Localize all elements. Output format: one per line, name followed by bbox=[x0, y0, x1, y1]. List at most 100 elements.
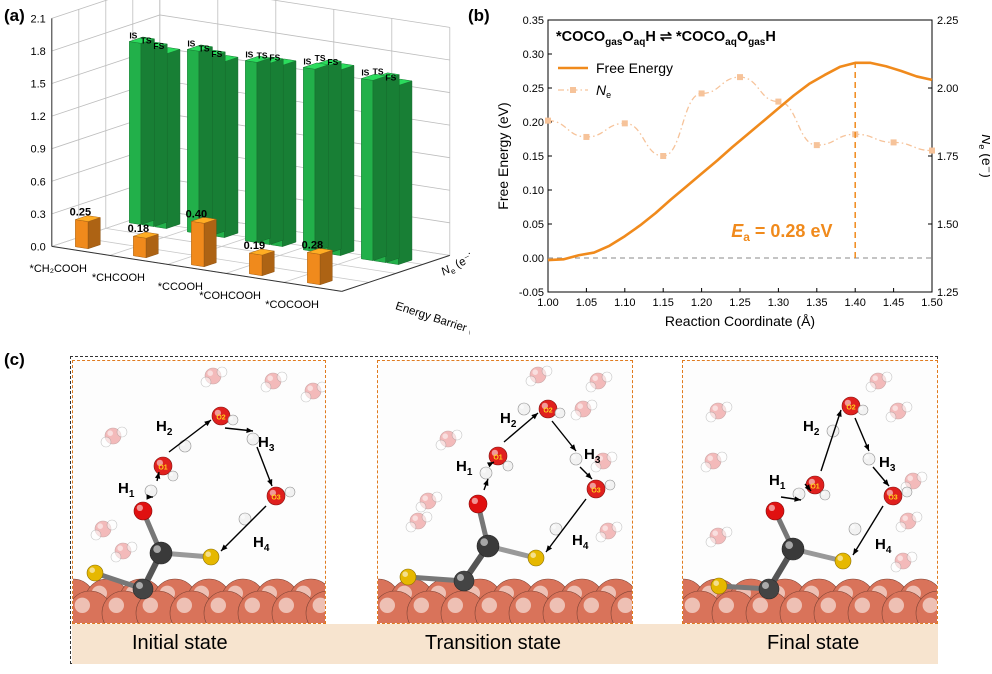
bg-water-hydrogen bbox=[901, 401, 913, 413]
sulfur-atom-highlight bbox=[89, 567, 95, 573]
oxygen-atom-1-highlight bbox=[808, 478, 815, 485]
arrow-head bbox=[585, 472, 592, 479]
copper-atom-highlight bbox=[312, 597, 325, 613]
category-label: *COCOOH bbox=[265, 299, 319, 311]
barrier-bar-top bbox=[75, 215, 101, 222]
bg-water-hydrogen bbox=[525, 375, 537, 387]
bg-water-hydrogen bbox=[721, 401, 733, 413]
ne-bar-top bbox=[303, 62, 329, 70]
y2-tick-label: 2.00 bbox=[937, 83, 958, 95]
ne-bar-side bbox=[153, 43, 168, 227]
hydrogen-atom-highlight bbox=[850, 524, 855, 529]
carbonyl-oxygen-highlight bbox=[471, 497, 478, 504]
y-tick-label: -0.05 bbox=[519, 287, 544, 299]
proton-transfer-arrow bbox=[256, 446, 273, 487]
bg-water-hydrogen-body bbox=[260, 381, 272, 393]
arrow-head bbox=[804, 484, 811, 491]
bg-water-hydrogen-highlight bbox=[278, 373, 282, 377]
bg-water-hydrogen-highlight bbox=[112, 553, 116, 557]
bg-water-hydrogen-highlight bbox=[718, 453, 722, 457]
copper-atom bbox=[508, 590, 554, 623]
barrier-value-label: 0.18 bbox=[128, 223, 149, 235]
oxygen-atom-1-highlight bbox=[491, 449, 498, 456]
carbon-atom-highlight bbox=[785, 541, 793, 549]
hydrogen-label-3: H3 bbox=[879, 454, 896, 474]
sulfur-atom-body bbox=[86, 564, 104, 582]
carbon-atom-body bbox=[476, 534, 500, 558]
copper-atom-highlight bbox=[854, 597, 870, 613]
bg-water-hydrogen bbox=[116, 426, 128, 438]
hydrogen-atom-highlight bbox=[864, 454, 869, 459]
bg-water-hydrogen-highlight bbox=[218, 368, 222, 372]
bg-water-hydrogen-highlight bbox=[202, 378, 206, 382]
bg-water-hydrogen-body bbox=[126, 541, 138, 553]
axis-line bbox=[51, 245, 342, 292]
oxygen-atom-3: O3 bbox=[883, 486, 903, 506]
hydrogen-atom-highlight bbox=[859, 406, 863, 410]
copper-atom bbox=[169, 590, 215, 623]
copper-atom-highlight bbox=[684, 597, 700, 613]
ne-bar-side bbox=[340, 65, 355, 256]
carbonyl-oxygen bbox=[133, 501, 153, 521]
ne-bar-tag: TS bbox=[141, 36, 152, 46]
sulfur-atom-highlight bbox=[402, 571, 408, 577]
bg-water-hydrogen-body bbox=[585, 381, 597, 393]
copper-atom-highlight bbox=[108, 597, 124, 613]
arrow-head bbox=[154, 472, 161, 479]
category-label: *CCOOH bbox=[158, 281, 203, 293]
bg-water-hydrogen bbox=[421, 511, 433, 523]
hydrogen-atom-body bbox=[517, 402, 531, 416]
copper-atom-highlight bbox=[617, 597, 632, 613]
hydrogen-label-4: H4 bbox=[572, 532, 589, 552]
copper-atom-highlight bbox=[549, 597, 565, 613]
hydrogen-atom-body bbox=[227, 414, 239, 426]
ne-bar-side bbox=[282, 60, 297, 247]
bg-water-hydrogen-highlight bbox=[597, 533, 601, 537]
bg-water-oxygen-highlight bbox=[892, 405, 898, 411]
copper-atom-highlight bbox=[210, 597, 226, 613]
x-tick-label: 1.35 bbox=[806, 297, 827, 309]
x-tick-label: 1.05 bbox=[576, 297, 597, 309]
bg-water-oxygen-highlight bbox=[307, 385, 313, 391]
ne-bar-top bbox=[187, 44, 213, 52]
hydrogen-atom-highlight bbox=[504, 462, 508, 466]
proton-transfer-arrow bbox=[545, 498, 587, 553]
y2-tick-label: 2.25 bbox=[937, 15, 958, 27]
arrow-head bbox=[546, 545, 553, 552]
arrow-head bbox=[267, 479, 273, 486]
arrow-head bbox=[882, 479, 889, 486]
oxygen-atom-3-highlight bbox=[886, 489, 893, 496]
sulfur-atom-highlight bbox=[713, 580, 719, 586]
bg-water-hydrogen-body bbox=[106, 519, 118, 531]
bg-water-hydrogen-body bbox=[100, 436, 112, 448]
bg-water-hydrogen-body bbox=[435, 439, 447, 451]
bg-water-hydrogen bbox=[865, 381, 877, 393]
copper-atom-highlight bbox=[278, 597, 294, 613]
bg-water-hydrogen-highlight bbox=[587, 383, 591, 387]
y-axis-label: Free Energy (eV) bbox=[495, 102, 511, 209]
copper-atom-highlight bbox=[583, 597, 599, 613]
sulfur-atom bbox=[710, 577, 728, 595]
arrow-head bbox=[221, 544, 228, 551]
carbonyl-oxygen-body bbox=[765, 501, 785, 521]
ne-bar-front bbox=[361, 78, 374, 261]
arrow-head bbox=[483, 479, 489, 486]
bg-water-hydrogen-highlight bbox=[902, 483, 906, 487]
bg-water-hydrogen-highlight bbox=[892, 563, 896, 567]
hydrogen-label-2: H2 bbox=[500, 410, 517, 430]
bg-water-hydrogen-body bbox=[901, 401, 913, 413]
oxygen-atom-1: O1 bbox=[153, 456, 173, 476]
hydrogen-atom bbox=[826, 424, 840, 438]
free-energy-line bbox=[547, 61, 933, 262]
bg-water-hydrogen-highlight bbox=[608, 453, 612, 457]
bg-water-hydrogen bbox=[110, 551, 122, 563]
hydrogen-atom bbox=[549, 522, 563, 536]
oxygen-atom-2-highlight bbox=[541, 402, 548, 409]
y-tick-label: 0.35 bbox=[523, 15, 544, 27]
copper-atom bbox=[881, 590, 927, 623]
copper-atom bbox=[305, 590, 325, 623]
copper-atom bbox=[610, 590, 632, 623]
hydrogen-atom-body bbox=[284, 486, 296, 498]
hydrogen-atom bbox=[819, 489, 831, 501]
hydrogen-atom-highlight bbox=[146, 486, 151, 491]
